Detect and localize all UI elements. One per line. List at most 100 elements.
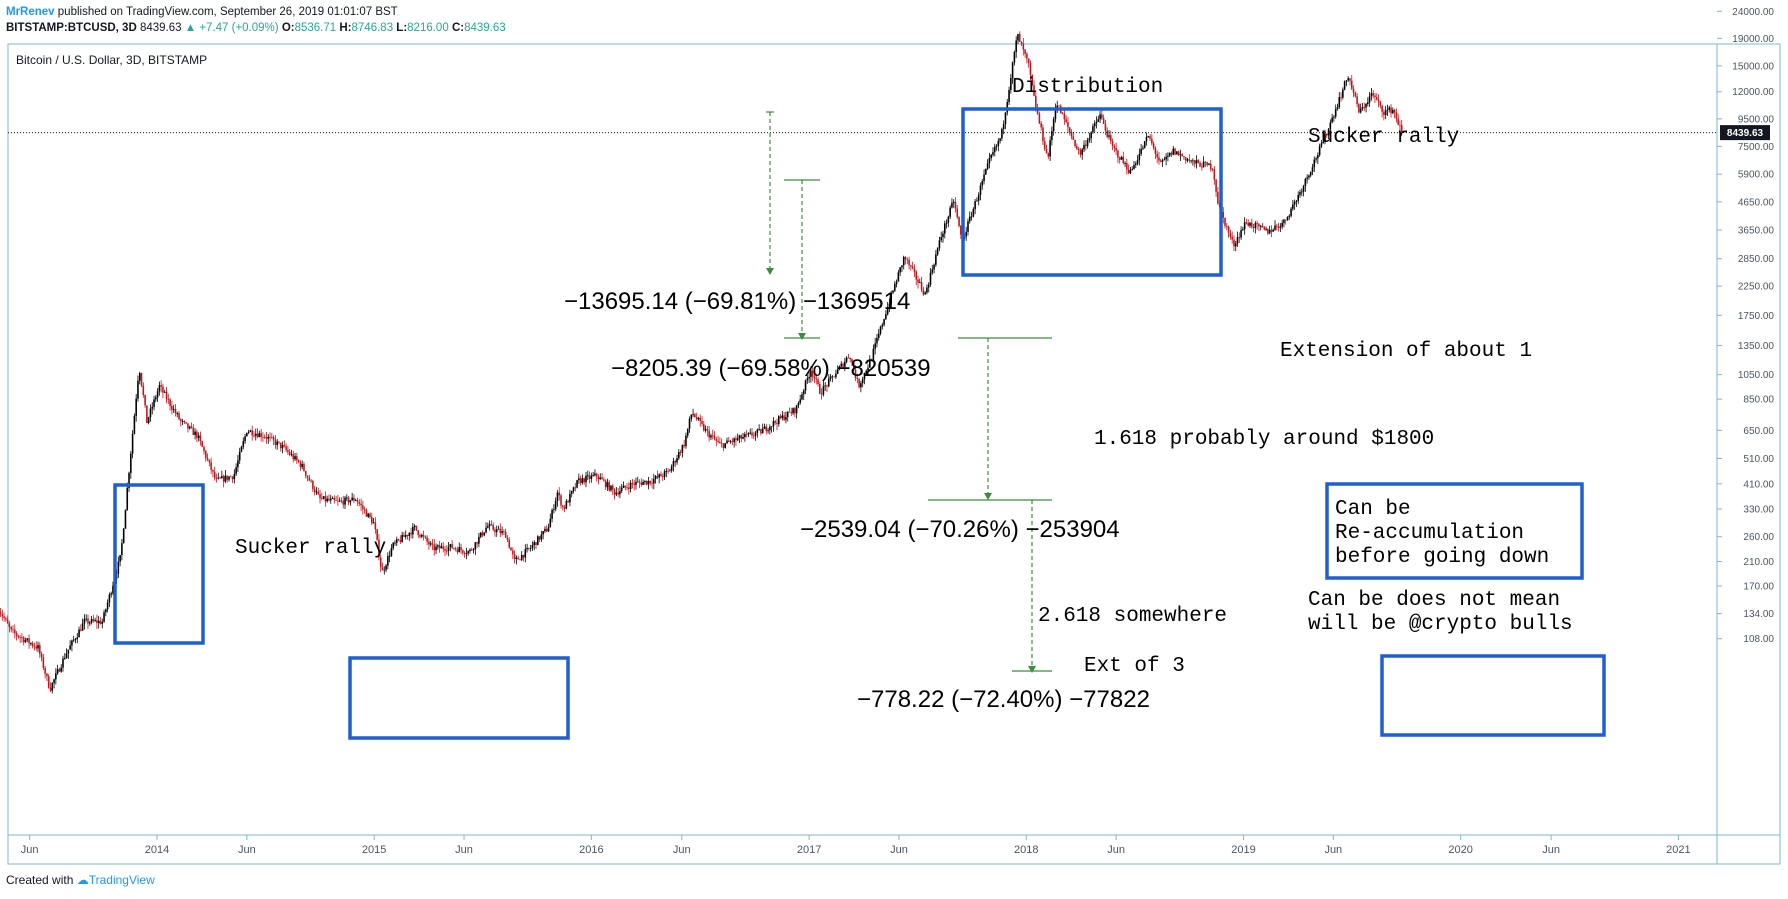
- candle-body: [315, 491, 318, 493]
- candle-body: [460, 547, 462, 551]
- candle-body: [690, 414, 693, 419]
- x-tick-label: Jun: [1324, 844, 1342, 856]
- candle-body: [192, 427, 195, 435]
- candle-body: [35, 646, 38, 649]
- candle-body: [1145, 136, 1148, 142]
- candle-body: [226, 475, 229, 480]
- candle-body: [570, 491, 573, 494]
- candle-body: [103, 612, 105, 622]
- price-axis[interactable]: 32000.0024000.0019000.0015000.0012000.00…: [1717, 0, 1774, 645]
- candle-body: [171, 406, 173, 410]
- symbol-label: BITSTAMP:BTCUSD, 3D: [6, 22, 137, 34]
- candle-body: [783, 415, 785, 420]
- candle-body: [1395, 112, 1398, 119]
- y-tick-label: 24000.00: [1732, 7, 1774, 18]
- candle-body: [88, 622, 91, 624]
- candle-body: [799, 399, 801, 404]
- candle-body: [1259, 225, 1262, 227]
- candle-body: [153, 399, 155, 407]
- candle-body: [337, 500, 339, 502]
- candle-body: [524, 549, 527, 558]
- candle-body: [1101, 114, 1103, 119]
- candle-body: [1275, 225, 1278, 227]
- candle-body: [1197, 160, 1200, 163]
- candle-body: [924, 292, 926, 295]
- candle-body: [576, 480, 578, 488]
- candle-body: [1077, 148, 1080, 150]
- candle-body: [556, 492, 559, 502]
- time-axis[interactable]: Jun 2014 Jun 2015 Jun 2016 Jun 2017 Jun 2018 Jun 20…: [21, 835, 1691, 856]
- candle-body: [708, 430, 710, 438]
- y-tick-label: 410.00: [1743, 479, 1774, 490]
- candle-body: [1388, 107, 1391, 110]
- publisher-name[interactable]: MrRenev: [6, 6, 55, 18]
- candle-body: [1140, 148, 1142, 154]
- candle-body: [106, 602, 109, 610]
- candle-body: [1309, 171, 1312, 176]
- candle-body: [1363, 107, 1366, 108]
- label-ext-3: Ext of 3: [1084, 655, 1185, 678]
- candle-body: [1299, 192, 1301, 195]
- candle-body: [583, 478, 586, 483]
- candle-body: [151, 406, 154, 409]
- candle-body: [1211, 169, 1214, 170]
- candle-body: [761, 428, 764, 434]
- candle-body: [246, 432, 248, 437]
- candle-body: [538, 536, 541, 540]
- candle-body: [1358, 104, 1360, 113]
- candle-body: [156, 391, 159, 398]
- tradingview-link[interactable]: TradingView: [88, 873, 155, 887]
- candle-body: [74, 639, 77, 640]
- candle-body: [204, 451, 207, 458]
- candle-body: [63, 658, 66, 659]
- candle-body: [624, 485, 627, 488]
- label-can-be-line-2: Re-accumulation: [1335, 522, 1524, 545]
- candle-body: [495, 529, 498, 533]
- candle-body: [615, 492, 618, 495]
- candle-body: [533, 542, 536, 546]
- candle-body: [860, 383, 862, 388]
- candle-body: [1313, 159, 1316, 168]
- candle-body: [287, 450, 289, 452]
- candle-body: [858, 379, 860, 388]
- candle-body: [604, 480, 607, 488]
- candle-body: [931, 269, 934, 273]
- candle-body: [756, 429, 759, 433]
- candle-body: [1390, 107, 1392, 114]
- candle-body: [979, 185, 982, 195]
- candle-body: [663, 471, 666, 477]
- candle-body: [1386, 109, 1389, 111]
- candle-body: [613, 489, 616, 495]
- label-distribution: Distribution: [1012, 76, 1163, 99]
- candle-body: [594, 473, 596, 476]
- candle-body: [792, 408, 794, 414]
- candles: [0, 31, 1403, 694]
- footer: Created with ☁TradingView: [6, 873, 155, 887]
- candle-body: [779, 416, 782, 419]
- candle-body: [879, 326, 882, 334]
- candle-body: [80, 629, 82, 631]
- candle-body: [96, 620, 98, 624]
- y-tick-label: 7500.00: [1738, 142, 1775, 153]
- y-tick-label: 1350.00: [1738, 341, 1775, 352]
- candle-body: [622, 485, 625, 488]
- candle-body: [58, 669, 61, 672]
- candle-body: [135, 398, 137, 416]
- candle-body: [906, 259, 909, 260]
- candle-body: [1061, 113, 1064, 115]
- candle-body: [1115, 147, 1117, 151]
- candle-body: [767, 430, 769, 432]
- high-label: H:: [339, 22, 352, 34]
- candle-body: [504, 531, 507, 538]
- candle-body: [1054, 108, 1057, 120]
- candle-body: [904, 257, 907, 260]
- candle-body: [1345, 80, 1348, 82]
- candle-body: [760, 429, 762, 434]
- candle-body: [1233, 239, 1235, 247]
- candle-body: [297, 460, 300, 463]
- candle-body: [811, 370, 814, 377]
- candle-body: [85, 618, 87, 620]
- candle-body: [146, 405, 148, 424]
- candle-body: [397, 539, 400, 541]
